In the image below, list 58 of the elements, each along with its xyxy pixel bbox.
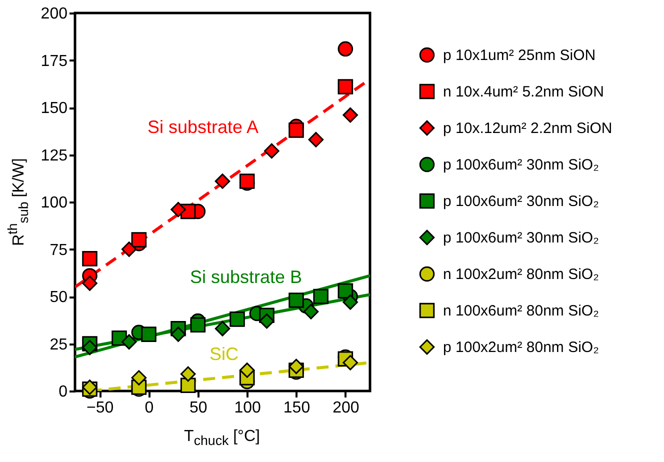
y-tick-label: 25: [50, 336, 68, 354]
y-tick-label: 125: [40, 147, 68, 164]
point: [288, 122, 304, 138]
y-tick-label: 100: [40, 194, 68, 212]
legend-label: p 100x6um² 30nm SiO₂: [443, 230, 600, 246]
y-tick-label: 200: [40, 6, 68, 22]
point: [121, 334, 137, 350]
legend-label: p 100x6um² 30nm SiO₂: [443, 156, 600, 174]
point: [338, 283, 354, 298]
legend-label: p 100x2um² 80nm SiO₂: [443, 339, 600, 356]
point: [214, 174, 230, 189]
point: [342, 107, 358, 123]
y-tick-label: 150: [40, 100, 68, 117]
point: [264, 143, 280, 159]
y-tick-label: 50: [50, 289, 68, 306]
x-tick-label: 50: [190, 400, 208, 416]
y-tick-label: 175: [40, 52, 68, 70]
legend-label: p 100x6um² 30nm SiO₂: [443, 193, 600, 210]
point: [288, 292, 304, 308]
x-tick-label: −50: [86, 400, 114, 416]
legend-label: n 100x2um² 80nm SiO₂: [443, 266, 600, 283]
point: [121, 242, 137, 257]
point: [170, 326, 186, 342]
point: [214, 320, 230, 336]
x-tick-label: 0: [144, 400, 154, 416]
legend-label: n 100x6um² 80nm SiO₂: [443, 302, 600, 320]
point: [180, 378, 196, 393]
point: [230, 312, 245, 327]
x-tick-label: 200: [332, 400, 360, 416]
point: [239, 362, 255, 378]
x-tick-label: 100: [234, 400, 262, 416]
point: [342, 355, 358, 370]
point: [82, 251, 98, 266]
point: [288, 358, 304, 374]
point: [259, 313, 274, 329]
legend-label: p 10x.12um² 2.2nm SiON: [443, 120, 612, 137]
point: [82, 340, 98, 356]
point: [180, 366, 196, 382]
point: [338, 79, 354, 94]
point: [308, 132, 324, 148]
x-axis-title: T$_{chuck}$ [°C]: [184, 428, 260, 448]
annotation: SiC: [209, 344, 239, 364]
legend-label: p 10x1um² 25nm SiON: [443, 47, 596, 64]
annotation: Si substrate B: [190, 267, 302, 287]
y-tick-label: 0: [58, 384, 68, 400]
point: [131, 370, 147, 386]
point: [82, 276, 98, 291]
point: [338, 41, 354, 57]
point: [170, 202, 186, 218]
point: [141, 326, 156, 342]
x-tick-label: 150: [283, 400, 310, 416]
legend-label: n 10x.4um² 5.2nm SiON: [443, 84, 604, 100]
point: [342, 294, 358, 310]
point: [313, 288, 328, 304]
point: [303, 304, 319, 320]
y-tick-label: 75: [50, 242, 68, 259]
annotation: Si substrate A: [147, 117, 259, 137]
point: [190, 317, 206, 332]
